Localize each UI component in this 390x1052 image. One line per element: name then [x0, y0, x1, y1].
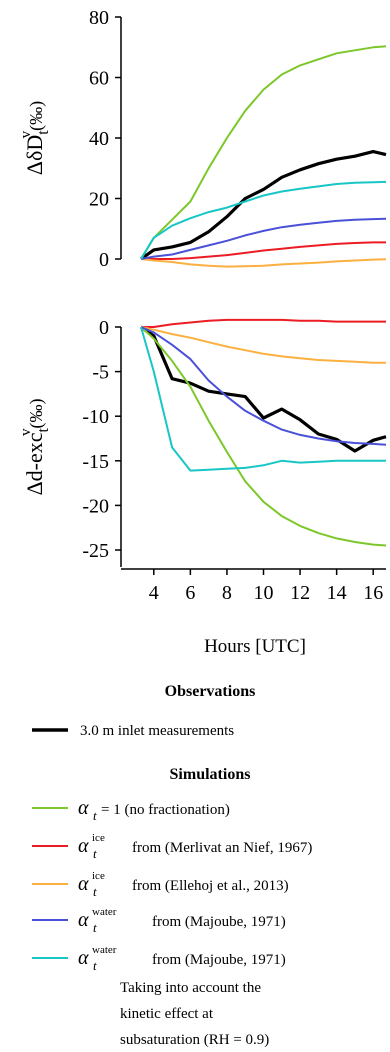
legend-note-line: kinetic effect at [120, 1006, 214, 1022]
x-tick-label: 4 [149, 582, 159, 604]
y-tick-label: 60 [89, 68, 109, 90]
legend-sub-merlivat: t [93, 846, 97, 861]
x-tick-label: 14 [327, 582, 347, 604]
series-line-nofrac [140, 45, 387, 260]
legend-symbol-merlivat: α [78, 835, 89, 857]
legend-label-obs: 3.0 m inlet measurements [80, 723, 234, 739]
legend-observations-heading: Observations [165, 683, 256, 700]
series-line-obs [140, 325, 387, 453]
y-tick-label: -10 [82, 406, 109, 428]
legend-sup-ellehoj: ice [92, 870, 105, 882]
series-line-majoube [140, 217, 387, 260]
legend-label-merlivat: from (Merlivat an Nief, 1967) [132, 840, 312, 856]
x-tick-label: 12 [290, 582, 310, 604]
legend-symbol-majoube_kin: α [78, 947, 89, 969]
series-line-nofrac [140, 326, 387, 547]
y-axis-title: Δd-exctv(‰) [18, 399, 52, 496]
legend-symbol-nofrac: α [78, 797, 89, 819]
y-tick-label: -25 [82, 540, 109, 562]
x-tick-label: 8 [222, 582, 232, 604]
y-axis-title: ΔδDtv(‰) [18, 101, 52, 175]
legend-note-line: Taking into account the [120, 980, 261, 996]
panel-delta-dD: 0 20 40 60 80 ΔδDtv(‰) [18, 7, 387, 271]
legend-sup-merlivat: ice [92, 832, 105, 844]
legend-simulations-heading: Simulations [170, 766, 251, 783]
legend-sub-majoube: t [93, 920, 97, 935]
legend-label-ellehoj: from (Ellehoj et al., 2013) [132, 878, 289, 894]
y-tick-label: 20 [89, 189, 109, 211]
y-tick-label: -5 [92, 362, 109, 384]
legend-label-nofrac: = 1 (no fractionation) [101, 802, 230, 818]
series-line-obs [140, 150, 387, 261]
legend-symbol-ellehoj: α [78, 873, 89, 895]
legend-note-line: subsaturation (RH = 0.9) [120, 1032, 269, 1048]
series-line-merlivat [141, 318, 386, 328]
y-tick-label: -20 [82, 495, 109, 517]
legend-label-majoube_kin: from (Majoube, 1971) [152, 952, 286, 968]
series-line-majoube_kin [140, 326, 386, 472]
legend-symbol-majoube: α [78, 909, 89, 931]
legend: Observations 3.0 m inlet measurements Simu… [32, 683, 312, 1048]
series-line-majoube_kin [140, 180, 387, 260]
panel-delta-dexc: 0 -5 -10 -15 -20 -25 Δd-exctv(‰) [18, 317, 387, 567]
legend-sub-nofrac: t [93, 808, 97, 823]
x-axis: 4 6 8 10 12 14 16 Hours [UTC] [121, 568, 386, 657]
y-tick-label: 40 [89, 128, 109, 150]
legend-sup-majoube_kin: water [92, 944, 117, 956]
series-line-merlivat [141, 241, 386, 260]
series-line-ellehoj [140, 326, 386, 364]
series-line-majoube [140, 326, 387, 446]
x-axis-title: Hours [UTC] [204, 636, 306, 657]
y-tick-label: -15 [82, 451, 109, 473]
legend-label-majoube: from (Majoube, 1971) [152, 914, 286, 930]
legend-sup-majoube: water [92, 906, 117, 918]
y-tick-label: 0 [99, 249, 109, 271]
legend-sub-ellehoj: t [93, 884, 97, 899]
legend-sub-majoube_kin: t [93, 958, 97, 973]
x-tick-label: 10 [254, 582, 274, 604]
y-tick-label: 80 [89, 7, 109, 29]
x-tick-label: 16 [363, 582, 383, 604]
y-tick-label: 0 [99, 317, 109, 339]
x-tick-label: 6 [185, 582, 195, 604]
series-line-ellehoj [140, 258, 387, 268]
